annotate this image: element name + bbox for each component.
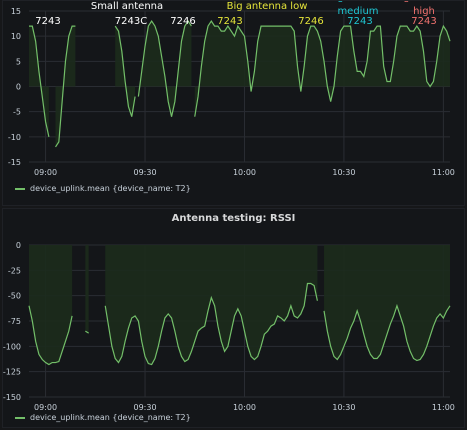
series-area xyxy=(105,245,318,365)
y-tick-label: -75 xyxy=(8,317,21,326)
series-area xyxy=(85,245,89,334)
y-tick-label: 15 xyxy=(11,7,21,16)
chart-annotation: Big antenna xyxy=(394,1,455,3)
rssi-panel: Antenna testing: RSSI 0 -25 -50 -75 -100 -125… xyxy=(2,208,465,428)
series-line xyxy=(323,303,451,362)
x-tick-label: 10:00 xyxy=(233,168,256,177)
x-tick-label: 10:30 xyxy=(332,403,355,412)
legend-label: device_uplink.mean {device_name: T2} xyxy=(30,184,191,193)
y-tick-label: -125 xyxy=(3,368,21,377)
x-tick-label: 10:30 xyxy=(332,168,355,177)
chart-annotation: medium xyxy=(337,6,378,17)
y-tick-label: -100 xyxy=(3,342,21,351)
panel-title: Antenna testing: RSSI xyxy=(171,213,296,224)
series-area xyxy=(138,21,192,117)
uplink-panel: 15 10 5 0 -5 -10 -15 09:00 09:30 10:00 10:30 11:00 7… xyxy=(2,0,465,206)
y-tick-label: 10 xyxy=(11,32,21,41)
y-tick-label: -15 xyxy=(8,158,21,167)
chart-annotation: 7243 xyxy=(35,16,60,27)
uplink-legend[interactable]: device_uplink.mean {device_name: T2} xyxy=(15,184,191,193)
series-line xyxy=(85,330,89,334)
chart-annotation: 7246 xyxy=(170,16,195,27)
chart-annotation: 7243 xyxy=(217,16,242,27)
chart-annotation: Small antenna xyxy=(91,1,163,12)
y-tick-label: 0 xyxy=(16,241,21,250)
chart-annotation: 7243 xyxy=(411,16,436,27)
x-tick-label: 09:00 xyxy=(34,403,57,412)
chart-annotation: 7246 xyxy=(298,16,323,27)
series-area xyxy=(324,245,450,361)
chart-annotation: 7243C xyxy=(115,16,147,27)
series-area xyxy=(29,245,73,365)
series-line xyxy=(104,282,318,366)
x-tick-label: 09:30 xyxy=(133,403,156,412)
y-tick-label: 0 xyxy=(16,83,21,92)
legend-swatch xyxy=(15,187,25,190)
x-tick-label: 11:00 xyxy=(432,168,455,177)
chart-annotation: 7243 xyxy=(347,16,372,27)
y-tick-label: -50 xyxy=(8,292,21,301)
chart-annotation: Big antenna xyxy=(328,1,389,3)
y-tick-label: -5 xyxy=(13,108,21,117)
y-tick-label: -25 xyxy=(8,266,21,275)
chart-annotation: Big antenna low xyxy=(227,1,308,12)
x-tick-label: 09:00 xyxy=(34,168,57,177)
series-line xyxy=(137,19,192,117)
x-tick-label: 11:00 xyxy=(432,403,455,412)
series-area xyxy=(29,26,49,137)
y-tick-label: 5 xyxy=(16,57,21,66)
y-tick-label: -150 xyxy=(3,393,21,402)
x-tick-label: 09:30 xyxy=(133,168,156,177)
series-line xyxy=(114,25,136,117)
uplink-chart: 15 10 5 0 -5 -10 -15 09:00 09:30 10:00 10:30 11:00 7… xyxy=(8,1,455,177)
series-area xyxy=(55,26,76,147)
series-line xyxy=(29,25,50,137)
legend-label: device_uplink.mean {device_name: T2} xyxy=(30,413,191,422)
chart-annotation: high xyxy=(413,6,435,17)
rssi-legend[interactable]: device_uplink.mean {device_name: T2} xyxy=(15,413,191,422)
y-tick-label: -10 xyxy=(8,133,21,142)
series-area xyxy=(194,21,450,117)
series-area xyxy=(115,26,136,117)
legend-swatch xyxy=(15,416,25,419)
rssi-chart: 0 -25 -50 -75 -100 -125 -150 09:00 09:30 10:00 10:… xyxy=(3,241,455,412)
x-tick-label: 10:00 xyxy=(233,403,256,412)
series-line xyxy=(55,25,76,148)
series-line xyxy=(28,305,73,366)
series-line xyxy=(194,19,451,117)
